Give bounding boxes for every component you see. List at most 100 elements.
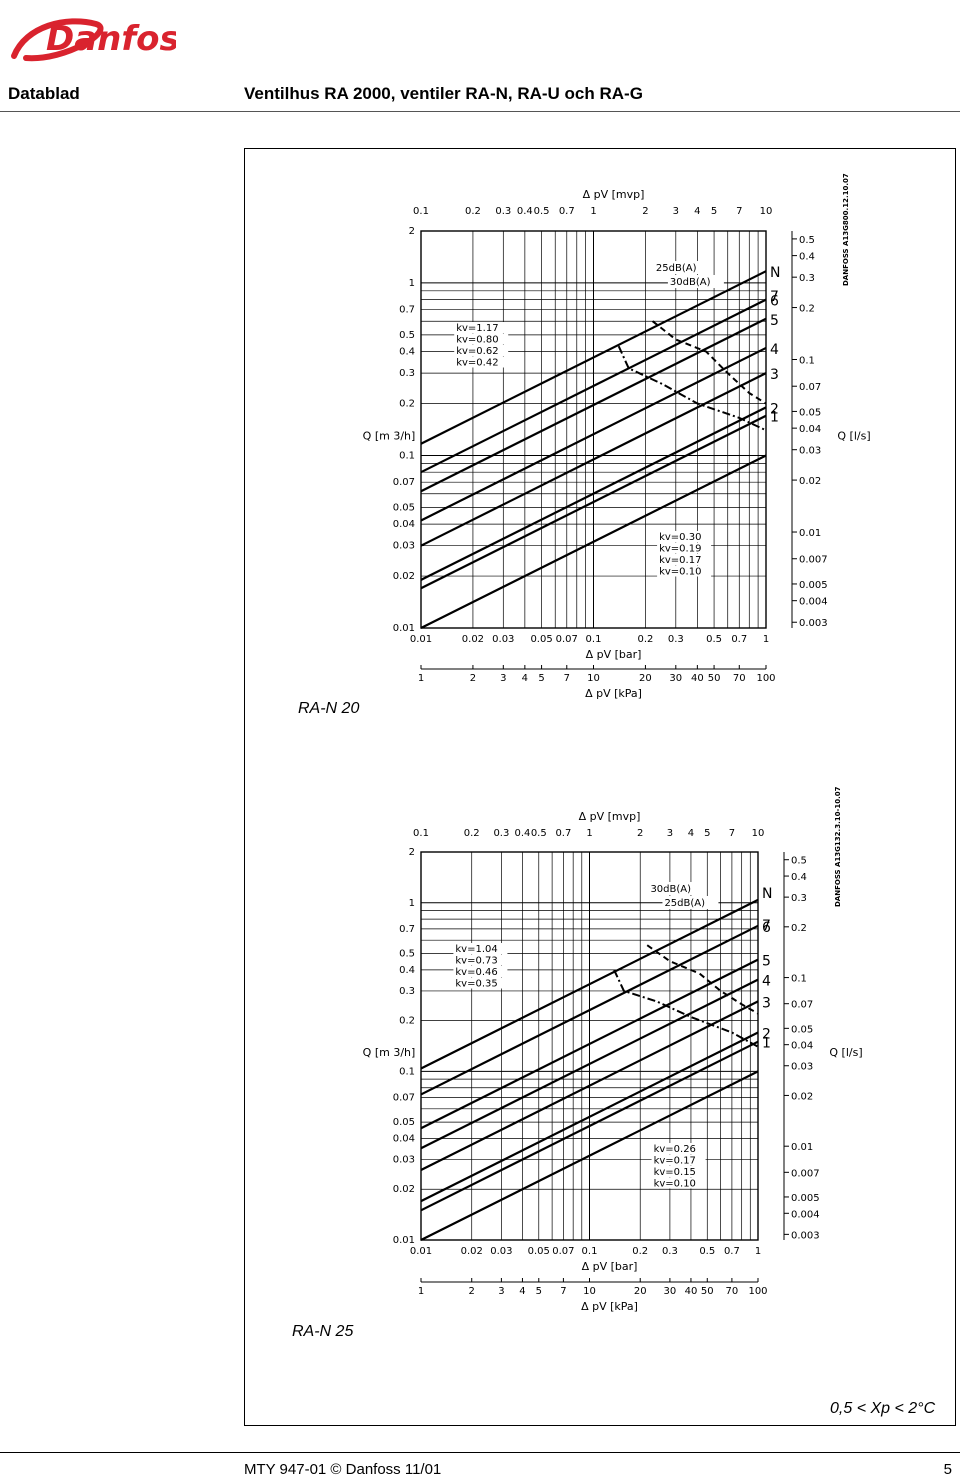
x-tick-label-mvp: 0.5 [531, 828, 547, 839]
x-tick-label-kpa: 30 [669, 673, 682, 684]
kv-label-lower: kv=0.10 [654, 1179, 696, 1190]
presetting-number: 3 [762, 995, 771, 1011]
presetting-number: 7 [762, 918, 771, 934]
x-tick-label-kpa: 5 [536, 1286, 542, 1297]
presetting-number: 2 [762, 1027, 771, 1043]
noise-label-bg [667, 275, 724, 288]
kv-label-bg [657, 554, 712, 565]
kv-label-upper: kv=1.17 [456, 323, 498, 334]
x-tick-label-bar: 0.02 [462, 634, 484, 645]
y-tick-label-m3h: 0.05 [393, 1117, 415, 1128]
x-tick-label-kpa: 10 [583, 1286, 596, 1297]
y-tick-label-ls: 0.02 [799, 476, 821, 487]
y-tick-label-m3h: 2 [409, 847, 415, 858]
x-tick-label-kpa: 10 [587, 673, 600, 684]
y-tick-label-m3h: 0.2 [399, 1016, 415, 1027]
x-tick-label-mvp: 5 [704, 828, 710, 839]
kv-line-kv=0.62 [420, 317, 767, 493]
plot-border [420, 851, 759, 1241]
y-tick-label-ls: 0.4 [791, 872, 807, 883]
y-tick-label-m3h: 0.04 [393, 1133, 415, 1144]
x-tick-label-bar: 0.02 [461, 1246, 483, 1257]
presetting-number: 3 [770, 367, 779, 383]
kv-line-kv=0.35 [420, 978, 759, 1150]
kv-label-bg [651, 1166, 706, 1177]
y-tick-label-ls: 0.004 [791, 1209, 820, 1220]
x-tick-label-bar: 0.01 [410, 634, 432, 645]
x-tick-label-bar: 0.01 [410, 1246, 432, 1257]
noise-curve-30dB(A) [646, 944, 759, 1015]
y-tick-label-ls: 0.3 [791, 893, 807, 904]
presetting-number: 1 [762, 1036, 771, 1052]
y-tick-label-ls: 0.07 [791, 1000, 813, 1011]
x-tick-label-kpa: 100 [748, 1286, 767, 1297]
kv-label-lower: kv=0.15 [654, 1167, 696, 1178]
x-tick-label-kpa: 70 [726, 1286, 739, 1297]
kv-line-kv=0.30 [420, 372, 767, 547]
y-tick-label-m3h: 0.4 [399, 347, 415, 358]
x-tick-label-bar: 0.7 [731, 634, 747, 645]
noise-label: 30dB(A) [670, 277, 711, 288]
kv-line-kv=0.15 [420, 1040, 759, 1212]
x-axis-label-kpa: Δ pV [kPa] [585, 687, 642, 700]
brand-wordmark: Danfoss [46, 19, 176, 59]
kv-label-bg [453, 943, 508, 954]
x-tick-label-kpa: 1 [418, 1286, 424, 1297]
x-tick-label-mvp: 7 [736, 206, 742, 217]
y-tick-label-m3h: 2 [409, 226, 415, 237]
y-tick-label-ls: 0.05 [791, 1024, 813, 1035]
y-tick-label-ls: 0.3 [799, 273, 815, 284]
kv-label-bg [453, 977, 508, 989]
y-tick-label-m3h: 0.7 [399, 924, 415, 935]
kv-label-bg [454, 345, 509, 356]
kv-line-kv=0.10 [420, 1070, 759, 1241]
x-tick-label-kpa: 4 [519, 1286, 525, 1297]
chart-caption-ra-n-25: RA-N 25 [292, 1323, 354, 1340]
y-tick-label-ls: 0.2 [799, 304, 815, 315]
y-tick-label-ls: 0.5 [799, 235, 815, 246]
kv-line-kv=1.04 [420, 898, 759, 1070]
kv-label-bg [657, 542, 712, 554]
kv-line-kv=0.19 [420, 406, 767, 581]
x-tick-label-kpa: 2 [470, 673, 476, 684]
x-tick-label-bar: 0.5 [706, 634, 722, 645]
presetting-number: 1 [770, 410, 779, 426]
noise-label-bg [662, 896, 719, 909]
kv-line-kv=0.17 [420, 414, 767, 590]
x-tick-label-bar: 0.3 [662, 1246, 678, 1257]
kv-line-kv=0.80 [420, 298, 767, 474]
y-tick-label-m3h: 0.3 [399, 368, 415, 379]
kv-label-bg [657, 565, 712, 577]
kv-label-upper: kv=0.80 [456, 335, 498, 346]
y-tick-label-ls: 0.007 [799, 555, 828, 566]
x-tick-label-bar: 0.03 [492, 634, 514, 645]
drawing-stamp: DANFOSS A13G800.12.10.07 [842, 173, 850, 286]
kv-label-lower: kv=0.26 [654, 1144, 696, 1155]
chart-caption-ra-n-20: RA-N 20 [298, 700, 360, 717]
header-divider [0, 111, 960, 112]
x-tick-label-kpa: 50 [708, 673, 721, 684]
kv-line-kv=0.10 [420, 454, 767, 629]
x-tick-label-mvp: 3 [673, 206, 679, 217]
x-tick-label-kpa: 70 [733, 673, 746, 684]
x-tick-label-bar: 1 [755, 1246, 761, 1257]
x-tick-label-kpa: 7 [564, 673, 570, 684]
y-tick-label-ls: 0.005 [791, 1193, 820, 1204]
y-tick-label-m3h: 0.01 [393, 623, 415, 634]
y-tick-label-m3h: 0.05 [393, 502, 415, 513]
xp-note: 0,5 < Xp < 2°C [830, 1400, 936, 1417]
x-tick-label-kpa: 1 [418, 673, 424, 684]
page-title: Ventilhus RA 2000, ventiler RA-N, RA-U o… [244, 84, 643, 103]
x-tick-label-mvp: 7 [729, 828, 735, 839]
y-tick-label-m3h: 1 [409, 278, 415, 289]
y-tick-label-ls: 0.05 [799, 407, 821, 418]
presetting-number: 2 [770, 401, 779, 417]
x-tick-label-kpa: 2 [469, 1286, 475, 1297]
x-tick-label-kpa: 40 [691, 673, 704, 684]
x-tick-label-kpa: 4 [522, 673, 528, 684]
x-tick-label-mvp: 0.7 [559, 206, 575, 217]
kv-label-upper: kv=0.46 [455, 967, 497, 978]
y-tick-label-m3h: 0.5 [399, 330, 415, 341]
x-axis-label-mvp: Δ pV [mvp] [583, 188, 645, 201]
